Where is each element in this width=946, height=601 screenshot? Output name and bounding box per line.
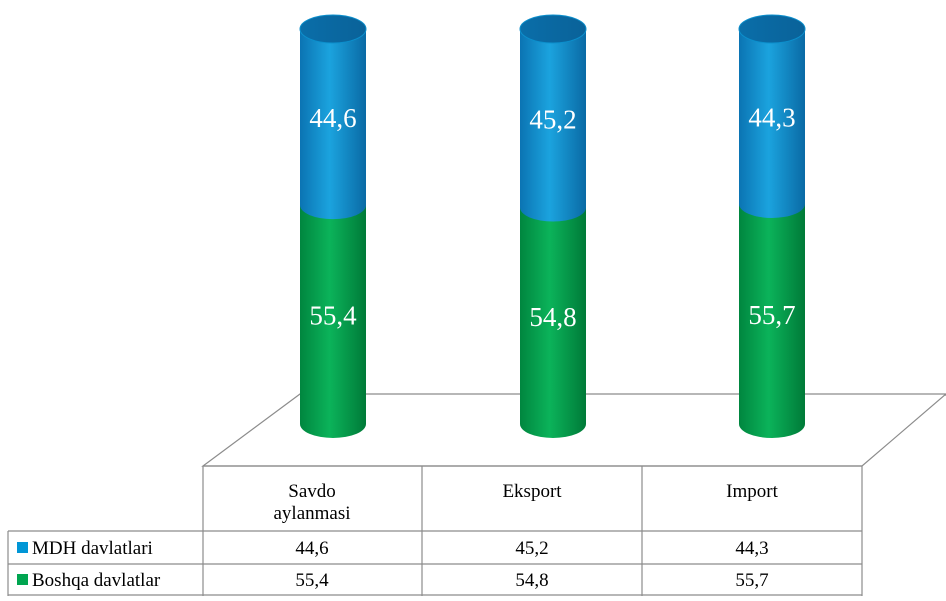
bar-boshqa-davlatlar-savdo-aylanmasi [300, 205, 366, 438]
table-cell-mdh-davlatlari-eksport: 45,2 [515, 538, 548, 559]
cylinder-savdo-aylanmasi: 55,4 44,6 [299, 14, 367, 438]
table-text-layer: Savdo aylanmasi Eksport Import MDH davlatlar… [17, 481, 779, 591]
table-header-savdo-aylanmasi: Savdo aylanmasi [273, 481, 350, 524]
bar-mdh-davlatlari-savdo-aylanmasi [300, 29, 366, 220]
data-label-mdh-davlatlari-import: 44,3 [748, 102, 795, 132]
bar-mdh-davlatlari-import [739, 29, 805, 218]
table-header-eksport: Eksport [502, 481, 562, 502]
cylinder-top-cap-savdo-aylanmasi [299, 14, 367, 44]
bar-boshqa-davlatlar-import [739, 203, 805, 438]
table-cell-boshqa-davlatlar-eksport: 54,8 [515, 570, 548, 591]
data-table [7, 465, 863, 596]
legend-label-mdh-davlatlari: MDH davlatlari [32, 538, 153, 559]
data-label-mdh-davlatlari-eksport: 45,2 [529, 104, 576, 134]
legend-swatch-mdh-davlatlari [17, 542, 28, 553]
cylinder-eksport: 54,8 45,2 [519, 14, 587, 438]
bars-layer: 55,4 44,6 54,8 45,2 55,7 44,3 [299, 14, 806, 438]
bar-mdh-davlatlari-eksport [520, 29, 586, 222]
cylinder-top-cap-eksport [519, 14, 587, 44]
table-cell-mdh-davlatlari-savdo-aylanmasi: 44,6 [295, 538, 328, 559]
data-label-boshqa-davlatlar-savdo-aylanmasi: 55,4 [309, 301, 357, 331]
table-header-import: Import [726, 481, 778, 502]
data-label-boshqa-davlatlar-eksport: 54,8 [529, 302, 576, 332]
data-label-boshqa-davlatlar-import: 55,7 [748, 300, 795, 330]
table-cell-boshqa-davlatlar-import: 55,7 [735, 570, 768, 591]
cylinder-import: 55,7 44,3 [738, 14, 806, 438]
table-cell-mdh-davlatlari-import: 44,3 [735, 538, 768, 559]
legend-swatch-boshqa-davlatlar [17, 574, 28, 585]
bar-boshqa-davlatlar-eksport [520, 207, 586, 438]
legend-label-boshqa-davlatlar: Boshqa davlatlar [32, 570, 161, 591]
data-label-mdh-davlatlari-savdo-aylanmasi: 44,6 [309, 103, 356, 133]
cylinder-top-cap-import [738, 14, 806, 44]
table-cell-boshqa-davlatlar-savdo-aylanmasi: 55,4 [295, 570, 329, 591]
